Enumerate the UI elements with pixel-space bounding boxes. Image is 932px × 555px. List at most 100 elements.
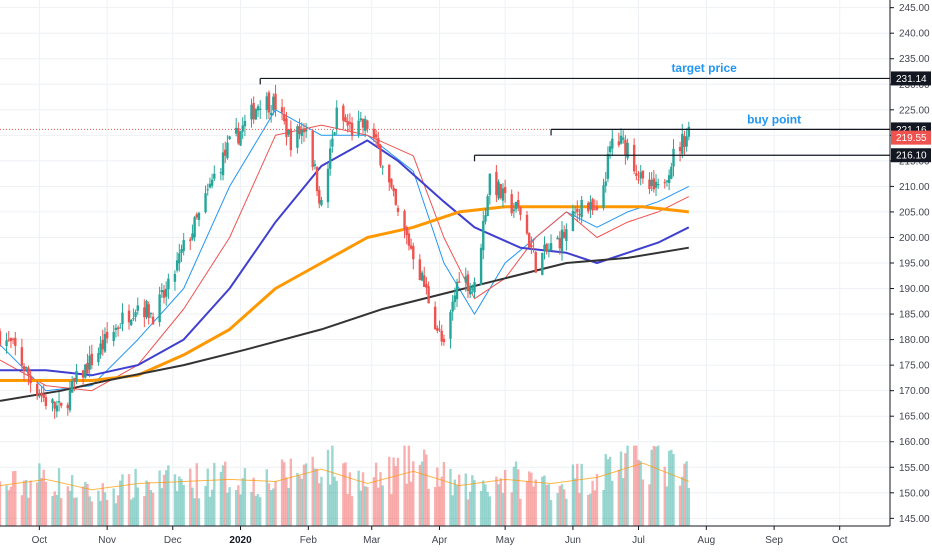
candle-body [409, 245, 413, 249]
x-tick-label: Jun [565, 535, 581, 546]
candle-body [315, 166, 319, 192]
candle-body [66, 404, 69, 409]
volume-bar [624, 453, 627, 526]
volume-bar [407, 445, 411, 526]
candle-body [433, 306, 437, 330]
volume-bar [51, 496, 54, 526]
candle-body [136, 305, 139, 311]
volume-bar [377, 487, 380, 526]
candle-body [103, 333, 107, 352]
volume-bar [366, 486, 369, 526]
volume-bar [121, 474, 124, 526]
y-tick-label: 150.00 [899, 488, 930, 499]
volume-bar [372, 477, 376, 526]
candle-body [193, 217, 196, 238]
volume-bar [101, 483, 104, 526]
candle-body [390, 178, 393, 188]
volume-bar [328, 484, 332, 526]
candle-body [619, 135, 623, 144]
candle-body [101, 339, 104, 350]
volume-bar [289, 458, 293, 526]
candle-body [285, 118, 288, 138]
candle-body [412, 246, 415, 260]
volume-average-line [0, 462, 689, 491]
volume-bar [287, 488, 290, 526]
candle-body [298, 126, 301, 135]
volume-bar [298, 475, 301, 526]
volume-bar [296, 472, 299, 526]
candle-body [501, 188, 505, 201]
volume-bar [495, 476, 498, 526]
horizontal-levels [0, 77, 890, 162]
candle-body [311, 131, 314, 168]
candle-body [162, 290, 166, 298]
volume-bar [403, 445, 406, 526]
candle-body [254, 109, 258, 120]
candle-body [639, 172, 642, 179]
candle-body [514, 201, 518, 210]
price-tag-label: 221.16 [896, 125, 927, 136]
volume-bar [501, 492, 505, 526]
candle-body [479, 247, 483, 285]
candle-body [35, 383, 39, 397]
candle-body [11, 338, 15, 340]
candle-body [534, 252, 537, 273]
candle-body [503, 187, 507, 194]
price-tag-label: 219.55 [896, 133, 927, 144]
candles [0, 84, 691, 419]
volume-bar [497, 484, 500, 526]
volume-bar [412, 461, 415, 526]
candle-body [342, 105, 345, 121]
y-tick-label: 180.00 [899, 335, 930, 346]
candle-body [182, 240, 185, 251]
candle-body [75, 370, 78, 382]
candle-body [558, 238, 562, 249]
volume-bar [191, 487, 194, 526]
volume-bar [342, 463, 345, 526]
candle-body [519, 206, 522, 215]
volume-bar [359, 490, 363, 526]
candle-body [44, 397, 48, 406]
volume-bar [510, 492, 513, 526]
volume-bar [237, 485, 240, 526]
volume-bar [158, 470, 161, 526]
volume-bar [73, 497, 76, 526]
candle-body [344, 117, 347, 122]
candle-body [578, 213, 581, 216]
candle-body [617, 141, 621, 146]
moving-average-line [0, 246, 689, 402]
volume-bar [453, 479, 457, 526]
candle-body [517, 200, 520, 208]
candle-body [652, 178, 656, 190]
volume-bar [565, 498, 568, 526]
candle-body [672, 148, 675, 167]
volume-bars [0, 445, 691, 526]
volume-bar [189, 468, 192, 526]
volume-bar [40, 477, 43, 526]
volume-bar [458, 474, 461, 526]
candle-body [51, 399, 54, 404]
x-tick-label: 2020 [229, 535, 252, 546]
candle-body [27, 367, 30, 376]
candle-body [151, 316, 155, 325]
volume-bar [195, 463, 199, 526]
y-tick-label: 165.00 [899, 412, 930, 423]
candle-body [497, 181, 500, 199]
volume-bar [208, 496, 212, 526]
volume-bar [274, 481, 277, 526]
candle-body [678, 147, 682, 152]
price-tag-box [891, 71, 931, 86]
moving-average-line [0, 205, 689, 382]
volume-bar [519, 498, 522, 526]
candle-body [221, 152, 225, 176]
candle-body [160, 290, 164, 293]
x-tick-label: Oct [32, 535, 48, 546]
grid [0, 0, 890, 526]
volume-bar [560, 484, 564, 526]
volume-bar [657, 445, 660, 526]
volume-bar [70, 475, 74, 526]
candle-body [86, 362, 89, 374]
y-tick-label: 200.00 [899, 233, 930, 244]
volume-bar [670, 449, 673, 526]
